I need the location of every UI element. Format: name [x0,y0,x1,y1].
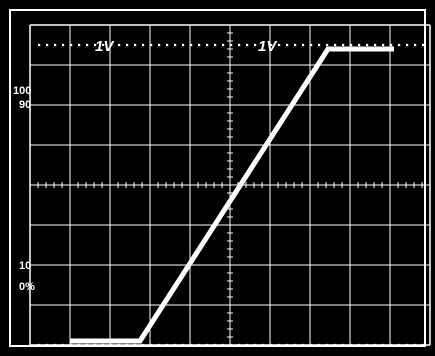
level-label-90: 90 [19,99,31,111]
channel-1-scale-label: 1V [95,38,115,55]
level-label-0: 0% [19,281,35,293]
level-label-10: 10 [19,260,31,272]
reference-dotted-lines [38,43,428,347]
channel-2-scale-label: 1V [258,38,278,55]
waveform-trace [70,46,394,344]
screen-border [9,9,426,347]
level-label-100: 100 [13,85,31,97]
